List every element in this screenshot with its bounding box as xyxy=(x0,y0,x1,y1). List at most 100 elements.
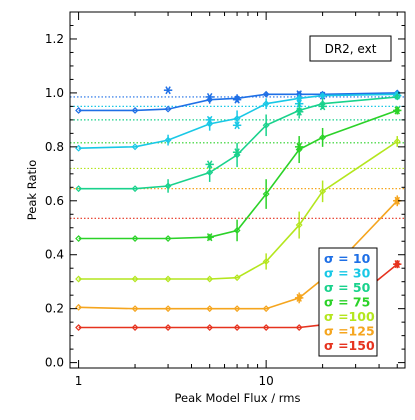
data-point xyxy=(131,324,139,331)
series-0 xyxy=(75,86,401,114)
data-point xyxy=(233,324,241,331)
data-point xyxy=(206,233,214,241)
data-point xyxy=(131,185,139,193)
data-point xyxy=(164,136,172,144)
star-marker xyxy=(232,121,242,130)
data-point xyxy=(295,94,303,102)
star-stroke xyxy=(234,121,240,130)
series-4 xyxy=(75,136,401,283)
legend-frame xyxy=(318,247,378,357)
star-marker xyxy=(318,102,327,111)
data-point xyxy=(262,324,270,331)
star-marker xyxy=(205,160,214,169)
data-point xyxy=(164,324,172,331)
star-stroke xyxy=(234,95,240,104)
data-point xyxy=(164,182,172,190)
data-point xyxy=(393,93,401,101)
data-point xyxy=(75,235,83,242)
y-tick-label: 1.0 xyxy=(45,86,64,100)
data-point xyxy=(75,185,83,193)
star-stroke xyxy=(206,115,213,124)
x-tick-label: 10 xyxy=(258,374,273,388)
data-point xyxy=(295,294,303,302)
star-stroke xyxy=(319,102,326,111)
legend-entry-2: σ = 50 xyxy=(324,280,371,295)
legend-entry-3: σ = 75 xyxy=(324,295,370,310)
series-line xyxy=(78,140,398,280)
star-stroke xyxy=(206,92,213,101)
y-tick-label: 0.8 xyxy=(45,140,64,154)
data-point xyxy=(393,260,401,268)
star-marker xyxy=(205,92,214,101)
legend-entry-4: σ =100 xyxy=(324,309,375,324)
series-line xyxy=(78,200,398,310)
y-tick-label: 0.6 xyxy=(45,194,64,208)
y-tick-label: 0.2 xyxy=(45,302,64,316)
legend-entry-5: σ =125 xyxy=(324,324,375,339)
data-point xyxy=(262,190,270,198)
data-point xyxy=(233,227,241,234)
annotation-label: DR2, ext xyxy=(325,42,377,56)
data-point xyxy=(319,133,327,141)
data-point xyxy=(75,303,83,311)
star-stroke xyxy=(234,148,240,157)
data-point xyxy=(206,169,214,176)
data-point xyxy=(164,305,172,313)
data-point xyxy=(206,275,214,283)
star-marker xyxy=(393,106,402,115)
data-point xyxy=(131,275,139,283)
y-axis-label: Peak Ratio xyxy=(25,160,39,221)
data-point xyxy=(164,275,172,283)
data-point xyxy=(131,106,139,114)
data-point xyxy=(131,235,139,242)
data-point xyxy=(75,106,83,114)
legend-entry-1: σ = 30 xyxy=(324,266,371,281)
star-stroke xyxy=(296,107,302,116)
data-point xyxy=(262,305,270,313)
star-stroke xyxy=(394,106,400,115)
data-point xyxy=(75,275,83,283)
legend-entry-6: σ =150 xyxy=(324,338,375,353)
star-marker xyxy=(294,142,304,151)
star-stroke xyxy=(296,293,302,302)
annotation-frame xyxy=(309,35,392,62)
star-marker xyxy=(294,107,304,116)
data-point xyxy=(393,106,401,114)
data-point xyxy=(262,121,270,129)
star-stroke xyxy=(296,142,302,151)
data-point xyxy=(319,92,327,100)
star-marker xyxy=(205,115,214,124)
legend-entry-0: σ = 10 xyxy=(324,251,371,266)
data-point xyxy=(233,115,241,122)
data-point xyxy=(233,305,241,313)
star-stroke xyxy=(206,233,213,242)
data-point xyxy=(393,197,401,205)
y-tick-label: 0.0 xyxy=(45,356,64,370)
data-point xyxy=(262,90,270,98)
series-2 xyxy=(75,93,401,193)
data-point xyxy=(295,221,303,229)
star-marker xyxy=(232,95,242,104)
annotation-box: DR2, ext xyxy=(309,35,392,62)
star-stroke xyxy=(165,86,171,95)
star-stroke xyxy=(394,260,400,269)
star-marker xyxy=(294,293,304,302)
star-stroke xyxy=(394,196,400,205)
data-point xyxy=(393,138,401,145)
star-marker xyxy=(163,86,173,95)
data-point xyxy=(262,100,270,108)
data-point xyxy=(295,324,303,331)
star-marker xyxy=(205,233,214,242)
star-marker xyxy=(393,260,402,269)
data-point xyxy=(262,258,270,265)
y-tick-label: 1.2 xyxy=(45,32,64,46)
series-3 xyxy=(75,106,402,242)
data-point xyxy=(206,324,214,331)
data-point xyxy=(206,305,214,313)
data-point xyxy=(75,324,83,331)
data-point xyxy=(164,105,172,113)
data-point xyxy=(233,274,241,282)
